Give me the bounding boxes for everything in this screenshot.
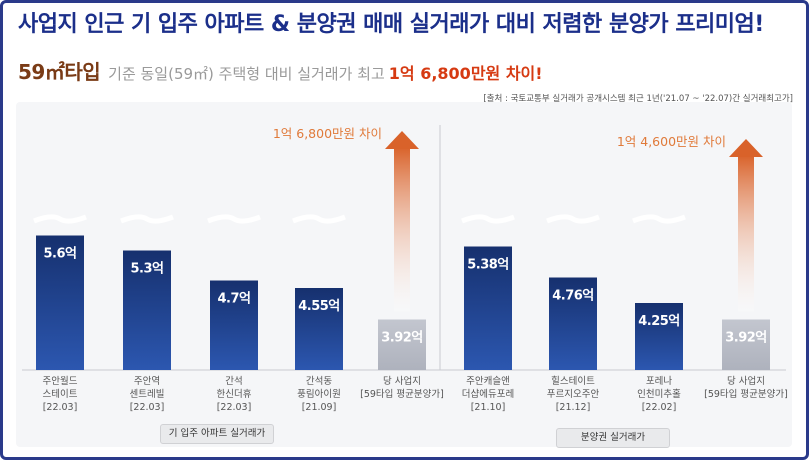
bar [635,303,683,370]
bar [123,250,171,370]
subtitle: 59㎡타입 기준 동일(59㎡) 주택형 대비 실거래가 최고 1억 6,800만원… [18,56,543,85]
difference-annotation: 1억 6,800만원 차이 [273,126,382,141]
category-label: [21.10] [471,402,506,413]
bar [464,246,512,370]
category-label: 한신더휴 [217,389,252,400]
category-label: [22.03] [130,402,165,413]
category-label: 간석동 [306,376,332,387]
bar [722,319,770,370]
axis-break [546,214,600,224]
category-label: [21.12] [556,402,591,413]
category-label: 센트레빌 [130,389,165,400]
bar [549,277,597,370]
category-label: 푸르지오주안 [547,389,600,400]
axis-break [207,214,261,224]
bar-value-label: 3.92억 [381,331,423,346]
bar-value-label: 3.92억 [725,331,767,346]
bar [36,235,84,370]
group-label: 분양권 실거래가 [556,428,670,448]
subtitle-type: 59㎡타입 [18,60,101,84]
category-label: [21.09] [302,402,337,413]
difference-arrow-head [385,131,419,149]
category-label: 주안역 [134,376,160,387]
category-label: [59타입 평균분양가] [360,388,444,400]
category-label: 풍림아이원 [297,388,341,400]
bar-value-label: 4.25억 [638,314,680,329]
category-label: 인천미추홀 [637,388,681,400]
bar-value-label: 4.76억 [552,289,594,304]
axis-break [632,214,686,224]
category-label: 스테이트 [43,389,78,400]
category-label: [59타입 평균분양가] [704,388,788,400]
axis-break [292,214,346,224]
difference-annotation: 1억 4,600만원 차이 [617,134,726,149]
category-label: 간석 [225,376,242,387]
category-label: 주안캐슬앤 [466,376,510,387]
bar-value-label: 5.3억 [131,262,164,277]
category-label: 더샵에듀포레 [462,389,514,400]
bar-value-label: 5.38억 [467,258,509,273]
bar [378,319,426,370]
subtitle-strong: 1억 6,800만원 차이! [388,64,543,83]
axis-break [120,214,174,224]
bar-value-label: 4.55억 [298,299,340,314]
category-label: [22.02] [642,402,677,413]
category-label: 주안월드 [43,375,78,387]
bar-value-label: 5.6억 [44,247,77,262]
category-label: [22.03] [43,402,78,413]
source-note: [출처 : 국토교통부 실거래가 공개시스템 최근 1년('21.07 ~ '2… [483,94,793,104]
difference-arrow-shaft [394,147,410,312]
bar-value-label: 4.7억 [218,292,251,307]
group-label: 기 입주 아파트 실거래가 [160,424,274,444]
axis-break [461,214,515,224]
subtitle-mid: 기준 동일(59㎡) 주택형 대비 실거래가 최고 [108,65,385,83]
page-title: 사업지 인근 기 입주 아파트 & 분양권 매매 실거래가 대비 저렴한 분양가… [18,12,764,37]
difference-arrow-shaft [738,155,754,312]
bar [210,280,258,370]
category-label: [22.03] [217,402,252,413]
bar [295,288,343,370]
category-label: 힐스테이트 [551,375,595,387]
category-label: 포레나 [646,376,672,387]
category-label: 당 사업지 [727,375,765,387]
axis-break [33,214,87,224]
category-label: 당 사업지 [383,375,421,387]
difference-arrow-head [729,139,763,157]
